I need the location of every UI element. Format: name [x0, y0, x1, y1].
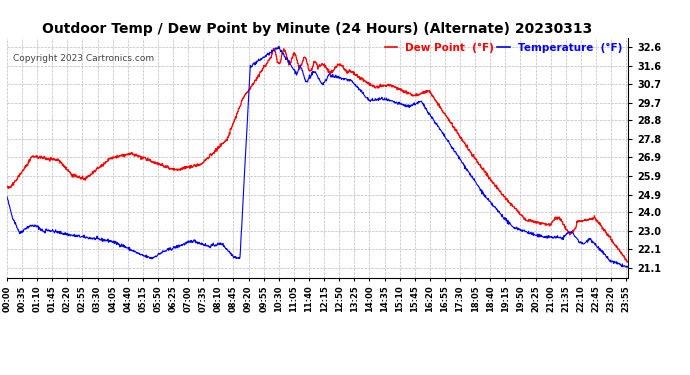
Legend: Dew Point  (°F), Temperature  (°F): Dew Point (°F), Temperature (°F) — [384, 43, 622, 53]
Title: Outdoor Temp / Dew Point by Minute (24 Hours) (Alternate) 20230313: Outdoor Temp / Dew Point by Minute (24 H… — [42, 22, 593, 36]
Text: Copyright 2023 Cartronics.com: Copyright 2023 Cartronics.com — [13, 54, 155, 63]
